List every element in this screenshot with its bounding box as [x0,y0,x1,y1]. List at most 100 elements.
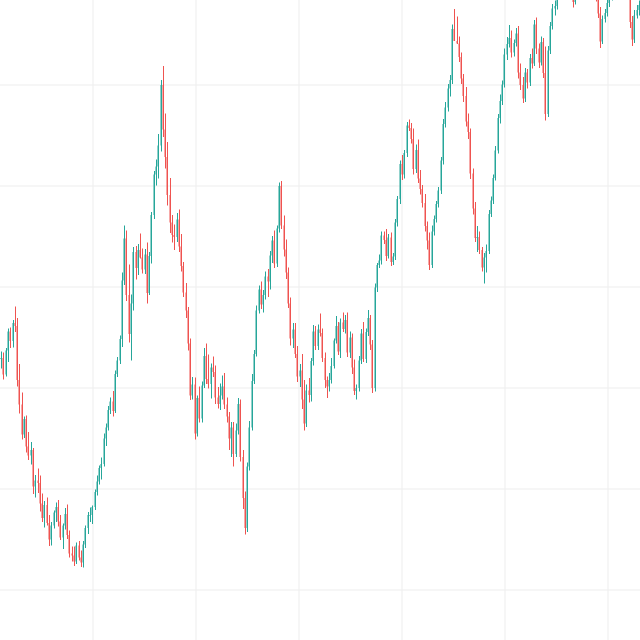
candle-body [82,544,84,563]
candle-body [146,254,148,294]
candle-body [185,292,187,311]
candle [148,252,150,296]
candle [160,80,162,152]
candle-layer [0,0,640,568]
candle [535,17,537,54]
candle-body [360,333,362,361]
candle [335,316,337,344]
candle [137,243,139,276]
candle [294,323,296,358]
candle-body [100,464,102,468]
candle [456,16,458,45]
candle-body [321,332,323,358]
candle [499,94,501,124]
candle [100,457,102,480]
candle-body [556,0,558,6]
candle [105,423,107,447]
candle [176,213,178,242]
candle [636,5,638,19]
candle [144,248,146,274]
candle [542,37,544,79]
candle-body [144,254,146,270]
candle [342,312,344,333]
candle-body [369,318,371,345]
candle-body [399,163,401,200]
candle-body [410,128,412,139]
candle [574,0,576,5]
candle-body [533,24,535,64]
candle-body [501,84,503,102]
candle-body [606,3,608,13]
candle [264,271,266,300]
candle-body [467,121,469,132]
candle-body [362,333,364,360]
candle-body [458,43,460,57]
candle [447,83,449,112]
candle [478,231,480,255]
candle-body [237,403,239,431]
candle [629,0,631,29]
candle-body [483,257,485,268]
candle [419,170,421,195]
candle-body [522,85,524,99]
candle-body [426,225,428,241]
candle [267,268,269,297]
candle [451,24,453,84]
candle [280,181,282,230]
candle-body [574,0,576,2]
candle-body [538,48,540,63]
candle-body [319,329,321,333]
candle [467,113,469,139]
candle-body [210,367,212,384]
candle-body [182,266,184,293]
candle [337,321,339,356]
candle [371,339,373,393]
candle [319,313,321,337]
candle [78,540,80,561]
candle [191,376,193,400]
candle-body [551,8,553,27]
candle-body [57,506,59,522]
candle [305,384,307,427]
candle-body [490,200,492,214]
candle-body [73,555,75,562]
candle [501,80,503,105]
candle-body [55,506,57,513]
candle-body [116,360,118,374]
candle-body [68,535,70,554]
candle [488,209,490,255]
candle [417,139,419,184]
candle-body [604,12,606,20]
candle-body [278,186,280,229]
candle [485,244,487,273]
candle [355,384,357,400]
candle-body [21,404,23,435]
candle-body [508,37,510,45]
candle-body [98,467,100,482]
candle [64,508,66,530]
candle [549,21,551,54]
candle-body [349,337,351,353]
candle [107,405,109,431]
candle-body [387,237,389,256]
candle [221,375,223,400]
candle [219,383,221,411]
candle [262,289,264,313]
candle [89,507,91,523]
candle-body [169,195,171,223]
candle-body [64,513,66,526]
candle [442,119,444,165]
candle [310,357,312,402]
candle-body [351,337,353,368]
candle [226,397,228,423]
candle-body [50,525,52,540]
candle-body [499,101,501,118]
candle-body [326,380,328,387]
candle-body [472,173,474,209]
candle [612,0,613,1]
candle-body [392,256,394,262]
candle [201,381,203,423]
candle-body [235,430,237,454]
candle [481,247,483,272]
